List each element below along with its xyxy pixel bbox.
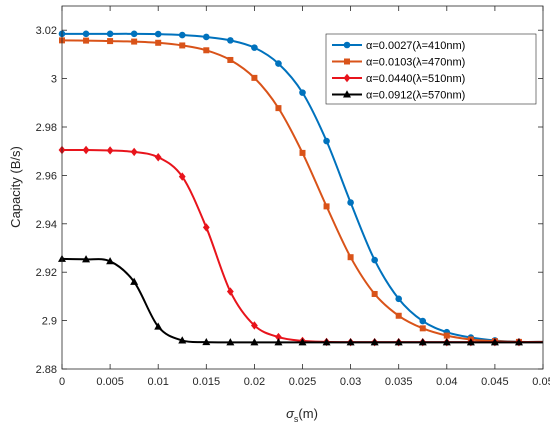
series-2-point (251, 74, 258, 81)
series-3-point (202, 223, 210, 232)
x-axis-label-subscript: s (294, 414, 299, 424)
legend-label-2: α=0.0103(λ=470nm) (366, 57, 465, 69)
series-1-point (106, 30, 114, 38)
series-3-point (226, 287, 234, 296)
x-axis-label-symbol: σ (286, 406, 295, 421)
series-1-point (347, 199, 354, 206)
legend: α=0.0027(λ=410nm) α=0.0103(λ=470nm) α=0.04… (325, 33, 537, 105)
series-2-point (299, 149, 306, 156)
series-3-point (154, 153, 162, 162)
series-1-point (82, 30, 90, 38)
y-tick-label: 2.88 (36, 364, 57, 376)
series-2-point (131, 38, 138, 45)
series-1-point (299, 89, 306, 96)
y-tick-label: 2.9 (42, 316, 57, 328)
series-4-point (418, 338, 427, 346)
series-2-point (419, 325, 426, 332)
legend-label-1: α=0.0027(λ=410nm) (366, 40, 465, 52)
series-1-point (227, 37, 234, 44)
series-1-point (251, 44, 258, 51)
series-4-point (250, 338, 259, 346)
y-tick-label: 2.92 (36, 267, 57, 279)
x-tick-label: 0.01 (147, 376, 168, 388)
y-tick-label: 3 (51, 74, 57, 86)
x-tick-label: 0 (59, 376, 65, 388)
series-4-point (298, 338, 307, 346)
x-axis-label: σs(m) (286, 406, 318, 424)
series-1-point (323, 137, 330, 145)
series-4-point (82, 255, 91, 263)
series-3-point (106, 146, 114, 155)
series-1-point (275, 60, 282, 67)
series-2-point (203, 47, 210, 54)
series-2-point (323, 203, 330, 210)
series-1-point (395, 295, 403, 303)
series-4-point (346, 338, 355, 346)
series-2-point (83, 37, 90, 44)
x-tick-label: 0.03 (340, 376, 361, 388)
x-tick-label: 0.04 (436, 376, 457, 388)
x-tick-label: 0.02 (244, 376, 265, 388)
series-3-point (178, 172, 186, 181)
series-2-point (443, 332, 450, 339)
series-4 (58, 254, 543, 346)
series-2-point (227, 56, 234, 63)
y-axis-label: Capacity (B/s) (8, 146, 23, 228)
series-1-point (130, 30, 138, 38)
series-4-point (370, 338, 379, 346)
legend-marker-2 (344, 58, 350, 65)
series-4-point (274, 338, 283, 346)
x-tick-label: 0.045 (481, 376, 509, 388)
x-tick-label: 0.035 (385, 376, 413, 388)
legend-marker-3 (343, 73, 351, 83)
x-tick-label: 0.005 (96, 376, 124, 388)
series-4-point (106, 257, 115, 265)
y-tick-label: 2.96 (36, 170, 57, 182)
series-4-point (226, 338, 235, 346)
series-1-point (371, 256, 378, 264)
series-4-point (490, 338, 499, 346)
series-2-point (275, 105, 282, 112)
series-4-point (394, 338, 403, 346)
series-2-point (371, 290, 378, 297)
series-2-point (395, 312, 402, 319)
plot-frame (61, 5, 544, 370)
series-4-point (130, 277, 139, 285)
series-3-point (82, 145, 90, 155)
x-tick-label: 0.015 (193, 376, 221, 388)
series-1-point (178, 31, 186, 39)
series-2-point (179, 42, 186, 49)
series-2-point (347, 254, 354, 261)
legend-label-3: α=0.0440(λ=510nm) (366, 73, 465, 85)
series-4-point (322, 338, 331, 346)
series-1-point (154, 30, 162, 38)
series-2-point (155, 39, 162, 46)
series-4-point (202, 337, 211, 346)
series-4-point (466, 338, 475, 346)
y-tick-label: 2.98 (36, 122, 57, 134)
legend-label-4: α=0.0912(λ=570nm) (366, 90, 465, 102)
series-3-point (275, 332, 282, 342)
legend-marker-1 (343, 41, 351, 49)
series-3-point (251, 321, 258, 330)
x-axis-label-unit: (m) (298, 406, 318, 421)
series-1-point (203, 33, 210, 41)
x-tick-label: 0.025 (289, 376, 317, 388)
x-tick-label: 0.05 (532, 376, 550, 388)
y-tick-label: 3.02 (36, 25, 57, 37)
legend-marker-4 (343, 90, 351, 98)
series-1-point (419, 317, 427, 325)
series-4-point (178, 336, 187, 344)
series-2-point (107, 38, 114, 45)
series-4-point (154, 322, 163, 330)
axis-ticks: 0 0.005 0.01 0.015 0.02 0.025 0.03 0.035 0.04 0.0… (36, 6, 550, 388)
series-layer (58, 30, 544, 347)
series-4-point (514, 338, 523, 346)
series-3-point (130, 147, 138, 157)
series-4-point (442, 338, 451, 346)
y-tick-label: 2.94 (36, 219, 57, 231)
